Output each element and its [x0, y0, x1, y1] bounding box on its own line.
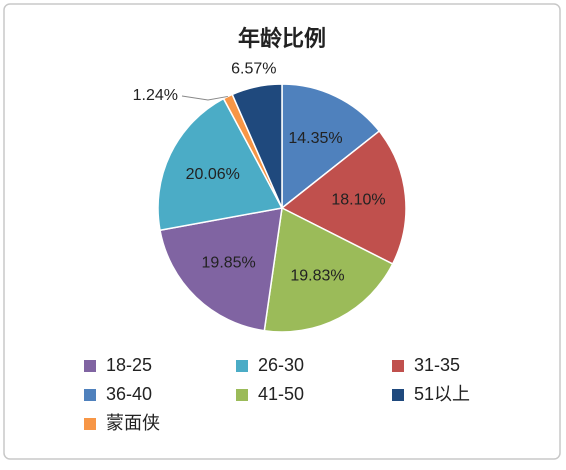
- legend-label: 51以上: [414, 384, 470, 404]
- pie-slice: [281, 83, 381, 210]
- legend-label: 41-50: [258, 384, 304, 404]
- legend-swatch: [392, 360, 404, 372]
- pie-slice: [280, 130, 407, 265]
- pie-slice: [157, 97, 284, 232]
- pie-slice: [159, 207, 283, 332]
- legend-label: 26-30: [258, 355, 304, 375]
- data-label: 14.35%: [288, 130, 342, 147]
- legend-label: 36-40: [106, 384, 152, 404]
- data-label: 1.24%: [133, 87, 178, 104]
- data-label: 19.85%: [202, 255, 256, 272]
- legend-swatch: [236, 389, 248, 401]
- legend-swatch: [84, 418, 96, 430]
- pie-slice: [231, 83, 283, 209]
- legend-label: 31-35: [414, 355, 460, 375]
- leader-line: [181, 95, 228, 101]
- pie-slice: [263, 206, 394, 333]
- legend-swatch: [84, 360, 96, 372]
- data-label: 19.83%: [290, 267, 344, 284]
- legend-label: 18-25: [106, 355, 152, 375]
- data-label: 18.10%: [331, 192, 385, 209]
- data-label: 20.06%: [186, 166, 240, 183]
- data-label: 6.57%: [231, 61, 276, 78]
- legend-swatch: [84, 389, 96, 401]
- legend-label: 蒙面侠: [106, 413, 160, 433]
- legend-swatch: [392, 389, 404, 401]
- legend-swatch: [236, 360, 248, 372]
- chart-title: 年龄比例: [238, 26, 326, 51]
